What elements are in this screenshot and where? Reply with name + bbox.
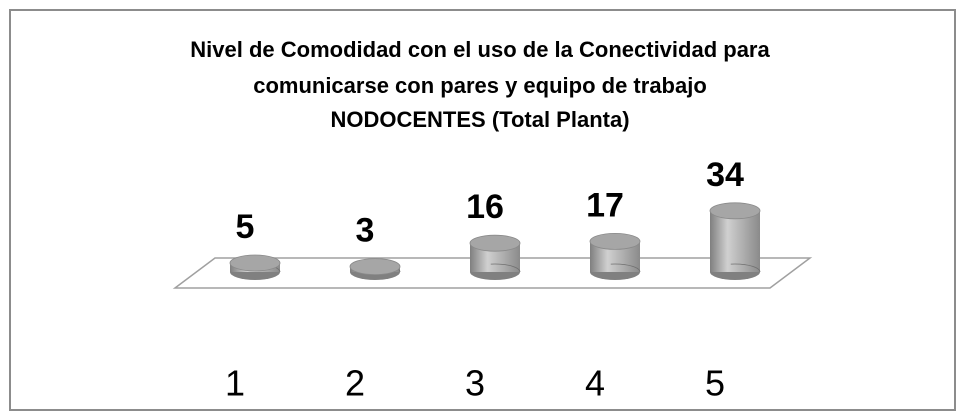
- x-tick-label: 5: [705, 363, 725, 404]
- bar-bottom: [709, 263, 761, 281]
- x-tick-label: 2: [345, 363, 365, 404]
- bar: [710, 210, 760, 272]
- chart-title: Nivel de Comodidad con el uso de la Cone…: [190, 37, 770, 62]
- bar-bottom: [469, 263, 521, 281]
- bar-top: [589, 232, 641, 250]
- value-label: 16: [466, 188, 504, 226]
- x-tick-label: 4: [585, 363, 605, 404]
- value-label: 34: [706, 156, 744, 194]
- bar-top: [229, 254, 281, 272]
- value-label: 3: [356, 212, 375, 250]
- chart-frame: [9, 9, 956, 411]
- bar-top: [469, 234, 521, 252]
- chart-title: comunicarse con pares y equipo de trabaj…: [253, 73, 707, 98]
- bar-top: [349, 258, 401, 276]
- value-label: 17: [586, 186, 624, 224]
- bar-bottom: [589, 263, 641, 281]
- chart-title: NODOCENTES (Total Planta): [330, 107, 629, 132]
- x-tick-label: 1: [225, 363, 245, 404]
- bar-top: [709, 202, 761, 220]
- value-label: 5: [236, 208, 255, 246]
- x-tick-label: 3: [465, 363, 485, 404]
